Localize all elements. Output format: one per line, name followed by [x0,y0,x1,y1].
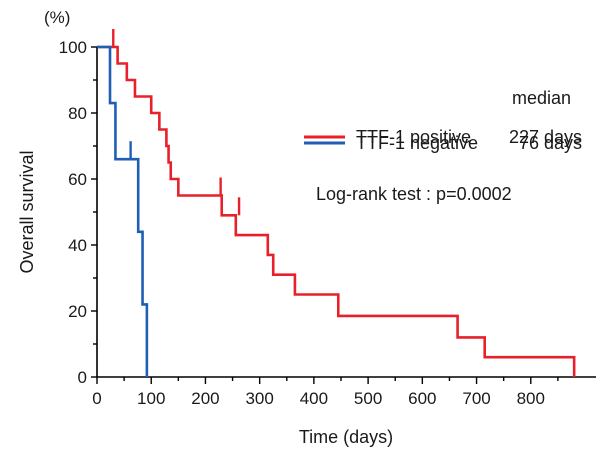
x-tick-label-800: 800 [517,389,545,408]
x-tick-label-600: 600 [408,389,436,408]
y-tick-label-60: 60 [68,170,87,189]
legend-label-ttf1-positive: TTF-1 positive [356,127,471,147]
y-unit-label: (%) [44,8,70,27]
x-axis-title: Time (days) [299,427,393,447]
y-axis-title: Overall survival [17,150,37,273]
x-tick-label-200: 200 [191,389,219,408]
survival-curves [97,29,576,377]
x-ticks: 0 100 200 300 400 500 600 700 800 [92,377,559,408]
x-tick-label-0: 0 [92,389,101,408]
survival-curve-ttf-1-negative [97,45,149,377]
x-tick-label-700: 700 [462,389,490,408]
x-tick-label-500: 500 [354,389,382,408]
log-rank-annotation: Log-rank test : p=0.0002 [316,184,512,204]
y-tick-label-0: 0 [78,368,87,387]
y-tick-label-20: 20 [68,302,87,321]
y-tick-label-80: 80 [68,104,87,123]
x-tick-label-300: 300 [245,389,273,408]
legend: median TTF-1 positive 227 days TTF-1 neg… [304,88,582,204]
y-tick-label-40: 40 [68,236,87,255]
x-tick-label-100: 100 [137,389,165,408]
legend-header: median [512,88,571,108]
survival-curve-ttf-1-positive [97,45,576,377]
x-tick-label-400: 400 [300,389,328,408]
y-ticks: 0 20 40 60 80 100 [59,38,97,387]
legend-label-ttf1-negative: TTF-1 negative [356,133,478,153]
y-tick-label-100: 100 [59,38,87,57]
legend-median-ttf1-positive: 227 days [509,127,582,147]
legend-median-ttf1-negative: 76 days [519,133,582,153]
